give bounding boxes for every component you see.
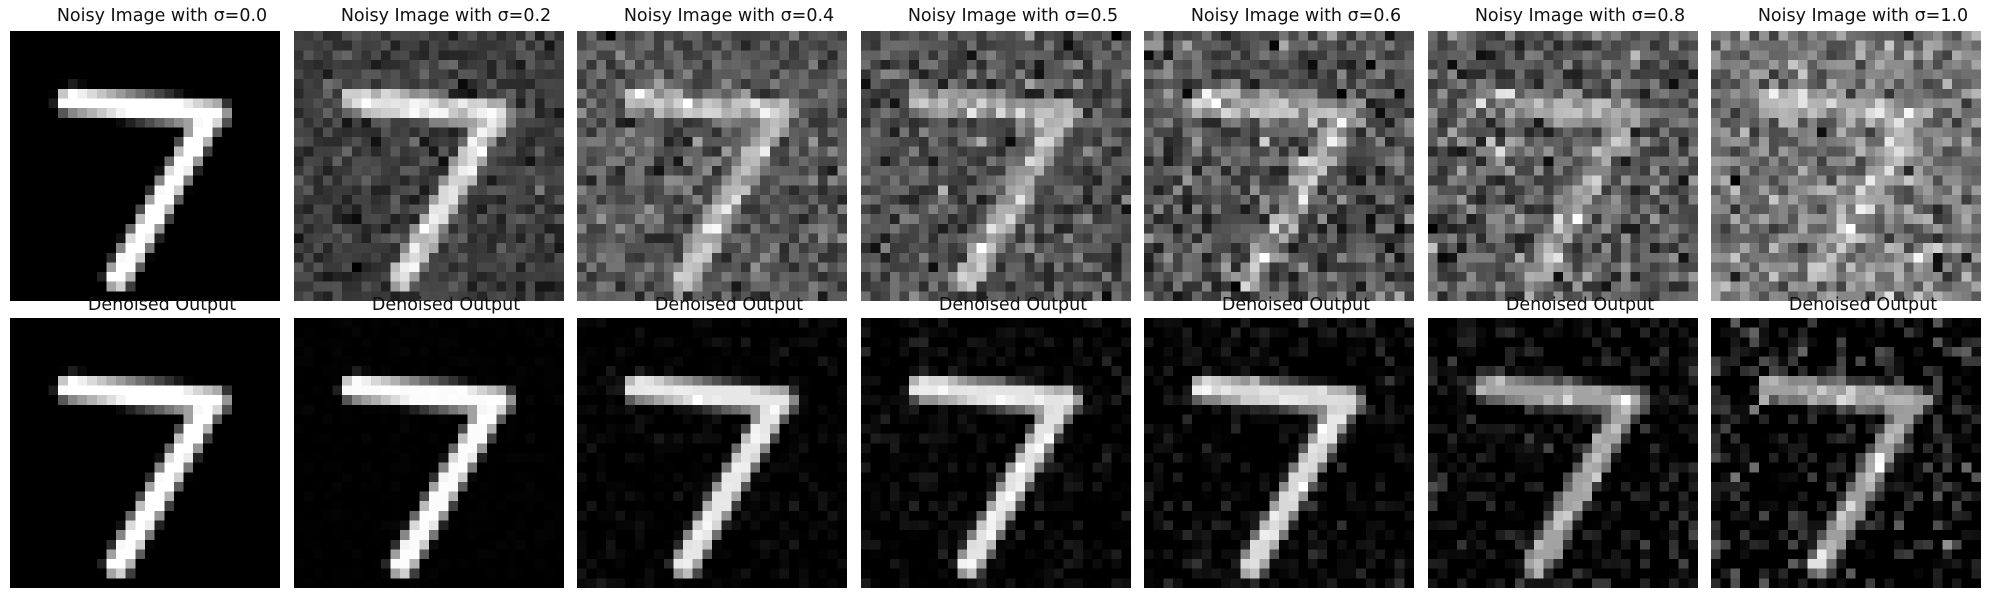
denoised-image-1: [10, 318, 280, 588]
noisy-image-2: [294, 31, 564, 301]
noisy-title-1: Noisy Image with σ=0.0: [56, 6, 268, 26]
noisy-title-4: Noisy Image with σ=0.5: [907, 6, 1119, 26]
denoised-image-2: [294, 318, 564, 588]
noisy-title-2: Noisy Image with σ=0.2: [340, 6, 552, 26]
denoised-image-4: [861, 318, 1131, 588]
denoised-title-7: Denoised Output: [1788, 295, 1938, 315]
noisy-image-4: [861, 31, 1131, 301]
denoised-title-4: Denoised Output: [938, 295, 1088, 315]
denoised-title-6: Denoised Output: [1505, 295, 1655, 315]
denoised-image-3: [577, 318, 847, 588]
noisy-title-3: Noisy Image with σ=0.4: [623, 6, 835, 26]
noisy-image-5: [1144, 31, 1414, 301]
denoised-title-3: Denoised Output: [654, 295, 804, 315]
noisy-title-7: Noisy Image with σ=1.0: [1757, 6, 1969, 26]
noisy-image-3: [577, 31, 847, 301]
denoised-image-5: [1144, 318, 1414, 588]
noisy-image-7: [1711, 31, 1981, 301]
denoised-title-2: Denoised Output: [371, 295, 521, 315]
denoised-image-6: [1428, 318, 1698, 588]
noisy-image-6: [1428, 31, 1698, 301]
denoised-title-1: Denoised Output: [87, 295, 237, 315]
noisy-title-5: Noisy Image with σ=0.6: [1190, 6, 1402, 26]
denoised-title-5: Denoised Output: [1221, 295, 1371, 315]
noisy-image-1: [10, 31, 280, 301]
noisy-title-6: Noisy Image with σ=0.8: [1474, 6, 1686, 26]
denoised-image-7: [1711, 318, 1981, 588]
